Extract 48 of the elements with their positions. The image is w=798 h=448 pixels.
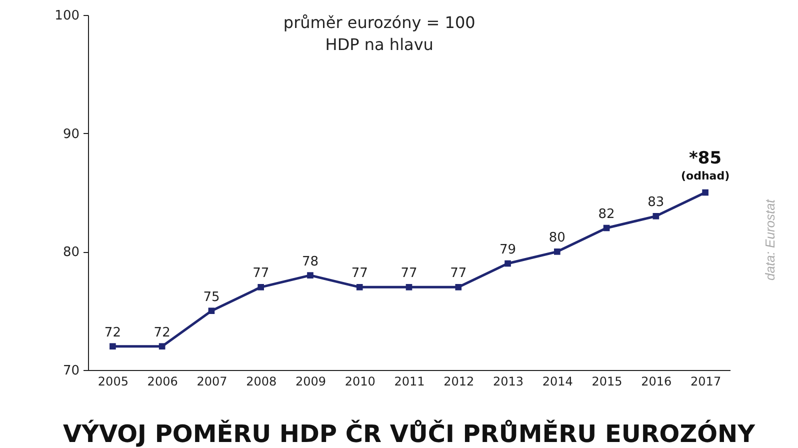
text: 79 [499, 242, 516, 258]
point [258, 284, 264, 290]
x-tick-label: 2009 [295, 374, 326, 388]
x-tick-label: 2010 [344, 374, 376, 388]
x-tick-label: 2014 [542, 374, 573, 388]
text: 77 [351, 266, 368, 282]
text: 78 [302, 254, 319, 270]
text: 72 [104, 325, 121, 340]
x-tick-label: 2016 [641, 374, 672, 388]
text: 72 [154, 325, 170, 340]
y-tick-label: 90 [62, 126, 80, 142]
text: data: Eurostat [762, 200, 778, 280]
text: 75 [203, 290, 220, 305]
annotation: HDP na hlavu [325, 35, 434, 54]
point [307, 272, 314, 278]
x-tick-label: 2007 [196, 374, 228, 388]
x-tick-label: 2008 [246, 374, 277, 388]
text: 77 [400, 266, 418, 282]
point [455, 284, 462, 290]
text: 83 [648, 195, 664, 210]
x-tick-label: 2006 [147, 374, 178, 388]
point [652, 213, 660, 220]
point [603, 224, 610, 232]
y-tick-label: 80 [62, 245, 80, 260]
x-tick-label: 2017 [690, 374, 722, 388]
y-tick-label: 100 [54, 8, 80, 24]
text: VÝVOJ POMĚRU HDP ČR VŮČI PRŮMĚRU EUROZÓNY [63, 419, 756, 448]
annotation: (odhad) [680, 170, 730, 182]
point [158, 343, 166, 350]
x-tick-label: 2011 [394, 374, 425, 388]
point [504, 260, 511, 267]
point [208, 308, 215, 314]
x-tick-label: 2015 [592, 374, 622, 388]
text: *85 [689, 148, 722, 168]
y-tick-label: 70 [62, 364, 80, 378]
x-tick-label: 2012 [444, 374, 474, 388]
text: 77 [252, 266, 270, 282]
text: 82 [598, 207, 615, 222]
x-tick-label: 2005 [98, 374, 128, 388]
text: 77 [450, 266, 467, 282]
text: 80 [548, 230, 566, 246]
point [554, 248, 560, 255]
point [356, 284, 363, 290]
point [406, 284, 412, 290]
point [702, 189, 708, 196]
point [110, 343, 116, 350]
x-tick-label: 2013 [492, 374, 524, 388]
annotation: průměr eurozóny = 100 [283, 13, 476, 32]
